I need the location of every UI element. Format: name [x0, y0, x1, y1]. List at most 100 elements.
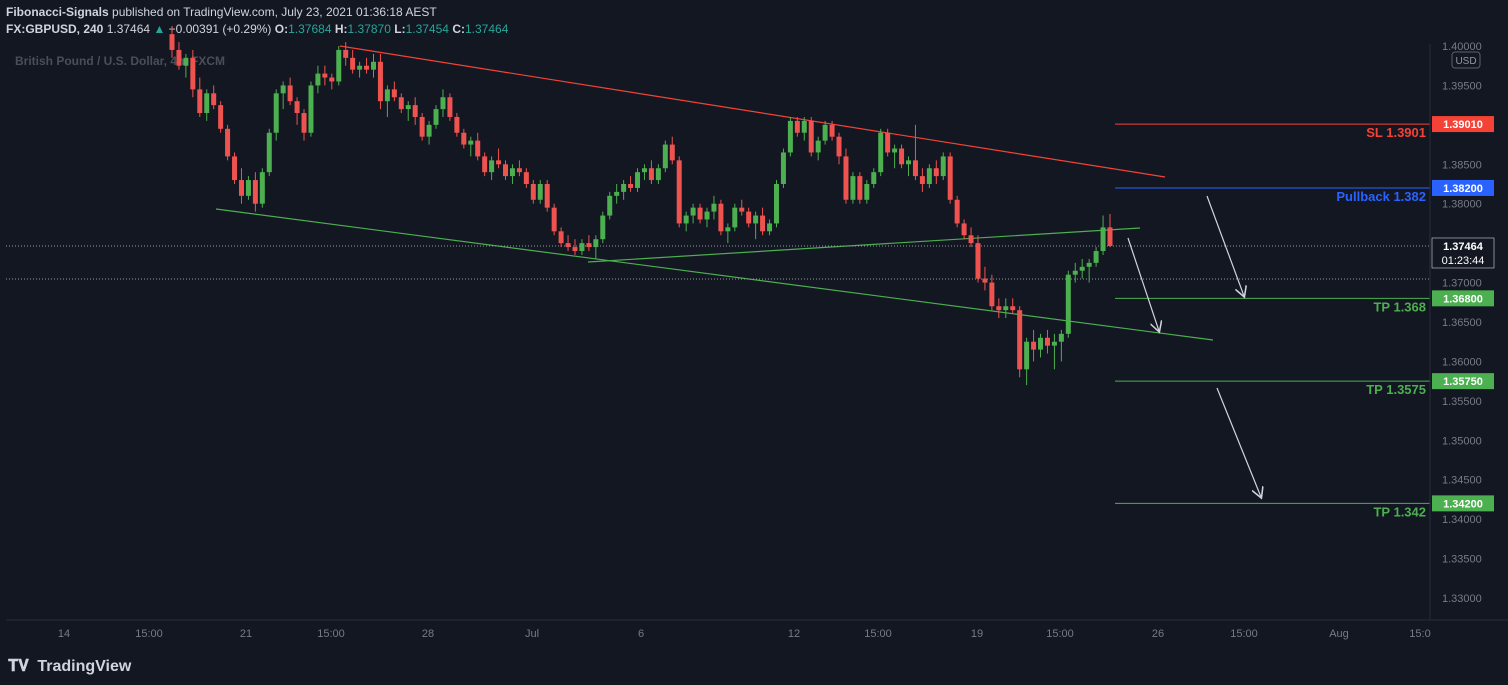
candle[interactable] [753, 211, 759, 240]
candle[interactable] [364, 57, 370, 74]
candle[interactable] [482, 152, 488, 177]
symbol-label[interactable]: FX:GBPUSD, 240 [6, 22, 104, 36]
candle[interactable] [516, 160, 522, 177]
candle[interactable] [760, 207, 766, 236]
candle[interactable] [301, 109, 307, 141]
candle[interactable] [433, 105, 439, 129]
candle[interactable] [169, 26, 175, 58]
candle[interactable] [280, 81, 286, 110]
candle[interactable] [370, 53, 376, 78]
author-name[interactable]: Fibonacci-Signals [6, 5, 109, 19]
candle[interactable] [614, 184, 620, 204]
candle[interactable] [982, 266, 988, 291]
candle[interactable] [419, 113, 425, 141]
tradingview-logo[interactable]: 𝐓𝐕 TradingView [8, 658, 131, 676]
candle[interactable] [669, 136, 675, 165]
candle[interactable] [857, 172, 863, 204]
candle[interactable] [739, 199, 745, 216]
currency-badge[interactable]: USD [1451, 51, 1481, 69]
candle[interactable] [398, 93, 404, 114]
candle[interactable] [329, 73, 335, 90]
candle[interactable] [892, 144, 898, 169]
candle[interactable] [1044, 329, 1050, 354]
candle[interactable] [808, 116, 814, 157]
candle[interactable] [579, 239, 585, 255]
candle[interactable] [850, 172, 856, 204]
candle[interactable] [287, 77, 293, 106]
candle[interactable] [405, 101, 411, 121]
time-axis[interactable]: 14 15:00 21 15:00 28 Jul 6 12 15:00 19 15:00 26 15:0… [6, 619, 1508, 640]
candle[interactable] [315, 65, 321, 94]
candle[interactable] [461, 128, 467, 149]
candle[interactable] [273, 89, 279, 141]
candle[interactable] [975, 235, 981, 283]
candle[interactable] [641, 164, 647, 181]
candle[interactable] [1086, 258, 1092, 283]
candle[interactable] [718, 199, 724, 236]
candle[interactable] [523, 168, 529, 188]
candle[interactable] [878, 128, 884, 177]
candle[interactable] [801, 116, 807, 141]
candle[interactable] [551, 203, 557, 236]
candle[interactable] [197, 77, 203, 117]
candle[interactable] [635, 168, 641, 192]
candle[interactable] [912, 124, 918, 181]
candle[interactable] [1107, 213, 1113, 248]
candle[interactable] [843, 148, 849, 204]
price-chart[interactable]: British Pound / U.S. Dollar, 4h, FXCM SL… [0, 0, 1508, 650]
candle[interactable] [475, 132, 481, 161]
candle[interactable] [1100, 215, 1106, 255]
candle[interactable] [690, 203, 696, 224]
candle[interactable] [683, 211, 689, 232]
candle[interactable] [940, 152, 946, 181]
candle[interactable] [225, 124, 231, 161]
candle[interactable] [746, 207, 752, 228]
candle[interactable] [767, 219, 773, 236]
candle[interactable] [391, 81, 397, 102]
candle[interactable] [266, 128, 272, 177]
candle[interactable] [704, 207, 710, 228]
candle[interactable] [1003, 298, 1009, 319]
candle[interactable] [711, 195, 717, 220]
candle[interactable] [732, 203, 738, 232]
candle[interactable] [176, 42, 182, 70]
candle[interactable] [989, 274, 995, 311]
candle[interactable] [780, 148, 786, 188]
candle[interactable] [961, 219, 967, 240]
candle[interactable] [593, 235, 599, 259]
candle[interactable] [384, 85, 390, 117]
candle[interactable] [572, 239, 578, 255]
candle[interactable] [183, 53, 189, 78]
candle[interactable] [232, 152, 238, 184]
candle[interactable] [906, 156, 912, 177]
candle[interactable] [586, 235, 592, 252]
candle[interactable] [662, 140, 668, 173]
candle[interactable] [648, 160, 654, 184]
candle[interactable] [836, 132, 842, 165]
candle[interactable] [218, 101, 224, 133]
candle[interactable] [1072, 262, 1078, 283]
candle[interactable] [676, 156, 682, 228]
plot-area[interactable] [6, 44, 1430, 620]
candle[interactable] [1017, 306, 1023, 378]
candle[interactable] [926, 164, 932, 188]
candle[interactable] [350, 49, 356, 74]
candle[interactable] [822, 120, 828, 145]
candle[interactable] [447, 93, 453, 121]
candle[interactable] [322, 65, 328, 86]
candle[interactable] [530, 180, 536, 204]
candle[interactable] [864, 180, 870, 204]
candle[interactable] [238, 168, 244, 204]
candle[interactable] [787, 116, 793, 157]
candle[interactable] [211, 85, 217, 110]
candle[interactable] [357, 61, 363, 78]
candle[interactable] [343, 42, 349, 66]
candle[interactable] [725, 223, 731, 244]
candle[interactable] [496, 148, 502, 169]
candle[interactable] [308, 81, 314, 137]
candle[interactable] [509, 164, 515, 184]
candle[interactable] [503, 160, 509, 181]
candle[interactable] [1038, 333, 1044, 358]
candle[interactable] [947, 152, 953, 204]
candle[interactable] [468, 136, 474, 157]
